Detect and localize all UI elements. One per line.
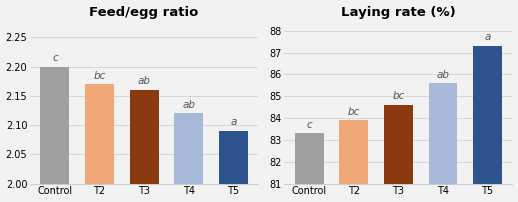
Bar <box>339 120 368 184</box>
Text: c: c <box>306 120 312 130</box>
Text: ab: ab <box>182 100 195 110</box>
Bar <box>219 131 248 184</box>
Title: Laying rate (%): Laying rate (%) <box>341 6 456 19</box>
Bar <box>85 84 114 184</box>
Text: c: c <box>52 53 58 63</box>
Bar <box>428 83 457 184</box>
Text: ab: ab <box>437 69 450 80</box>
Text: bc: bc <box>348 107 360 117</box>
Text: bc: bc <box>93 70 106 81</box>
Title: Feed/egg ratio: Feed/egg ratio <box>90 6 199 19</box>
Bar <box>473 46 502 184</box>
Bar <box>40 67 69 184</box>
Text: ab: ab <box>138 76 151 86</box>
Text: a: a <box>484 32 491 42</box>
Bar <box>174 113 203 184</box>
Bar <box>384 105 413 184</box>
Text: bc: bc <box>392 91 405 101</box>
Text: a: a <box>230 117 236 127</box>
Bar <box>130 90 159 184</box>
Bar <box>295 133 324 184</box>
